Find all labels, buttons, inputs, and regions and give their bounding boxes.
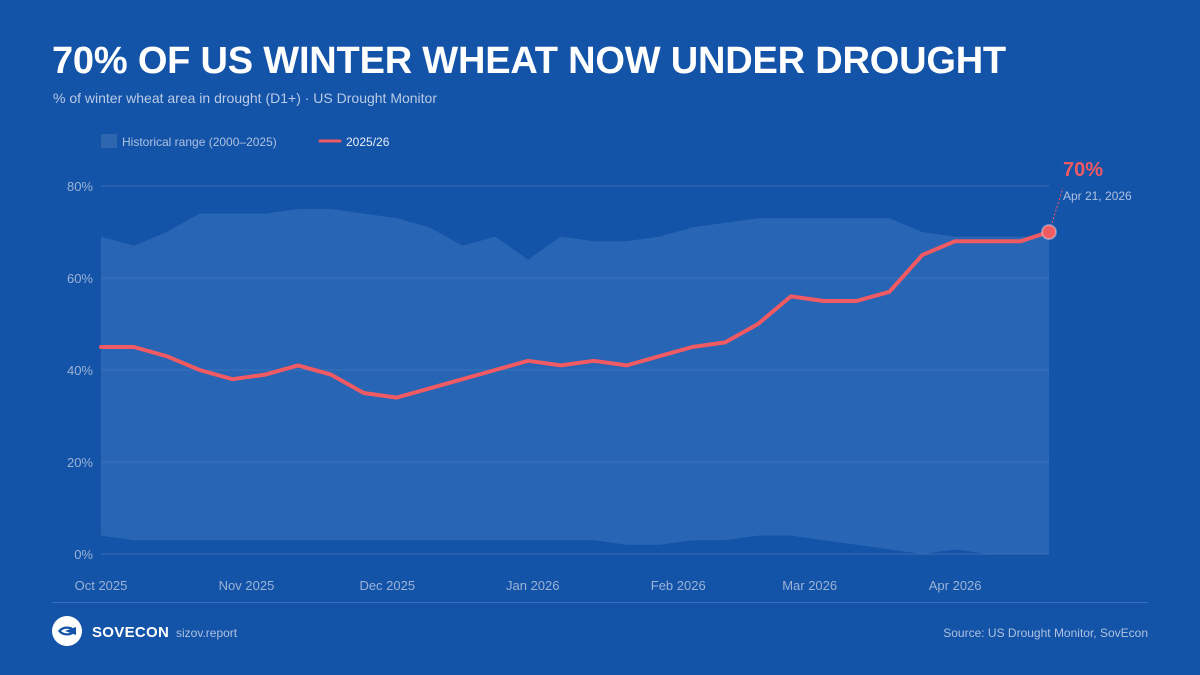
footer-divider [52, 602, 1148, 603]
x-tick-label: Apr 2026 [929, 578, 982, 593]
y-tick-label: 60% [67, 271, 93, 286]
historical-range-band [101, 209, 1049, 554]
legend-swatch-range [101, 134, 117, 148]
x-tick-label: Mar 2026 [782, 578, 837, 593]
x-tick-label: Feb 2026 [651, 578, 706, 593]
legend-label-range: Historical range (2000–2025) [122, 135, 277, 149]
legend: Historical range (2000–2025) 2025/26 [101, 134, 390, 149]
end-point-marker [1041, 224, 1057, 240]
drought-chart: 0% 20% 40% 60% 80% Oct 2025 Nov 2025 Dec 2025 J… [67, 134, 1132, 593]
site-link[interactable]: sizov.report [176, 626, 238, 640]
annotation-leader-line [1051, 187, 1064, 224]
x-tick-label: Dec 2025 [359, 578, 415, 593]
source-note: Source: US Drought Monitor, SovEcon [943, 626, 1148, 640]
y-tick-label: 20% [67, 455, 93, 470]
y-axis-ticks: 0% 20% 40% 60% 80% [67, 179, 93, 562]
chart-title: 70% OF US WINTER WHEAT NOW UNDER DROUGHT [52, 40, 1006, 82]
x-axis-ticks: Oct 2025 Nov 2025 Dec 2025 Jan 2026 Feb 2026… [75, 578, 982, 593]
x-tick-label: Nov 2025 [219, 578, 275, 593]
x-tick-label: Oct 2025 [75, 578, 128, 593]
x-tick-label: Jan 2026 [506, 578, 560, 593]
y-tick-label: 0% [74, 547, 93, 562]
sovecon-logo-icon [52, 616, 82, 646]
y-tick-label: 40% [67, 363, 93, 378]
end-point-annotation: 70% Apr 21, 2026 [1041, 159, 1132, 240]
historical-range-area [101, 209, 1049, 554]
y-tick-label: 80% [67, 179, 93, 194]
chart-subtitle: % of winter wheat area in drought (D1+) … [53, 90, 438, 106]
current-season-line [99, 230, 1051, 400]
brand-name: SOVECON [92, 624, 170, 641]
legend-label-current: 2025/26 [346, 135, 390, 149]
end-date-label: Apr 21, 2026 [1063, 189, 1132, 203]
end-value-label: 70% [1063, 159, 1103, 181]
current-season-line-group [99, 230, 1051, 400]
